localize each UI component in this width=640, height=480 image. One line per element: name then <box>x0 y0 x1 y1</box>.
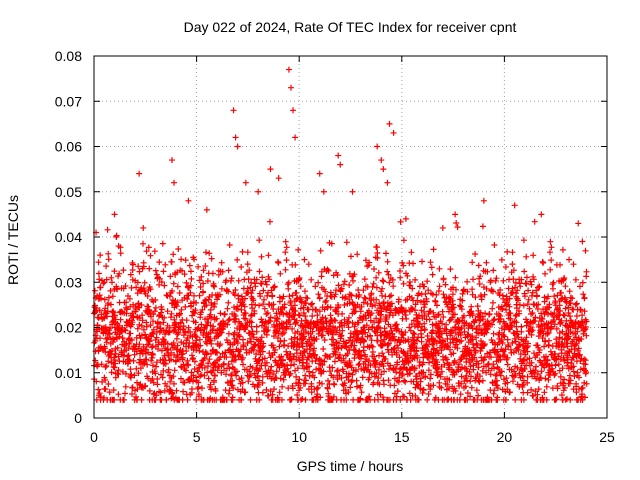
roti-peak-point <box>275 175 282 182</box>
roti-peak-point <box>378 157 385 164</box>
y-tick-label: 0.05 <box>55 184 82 200</box>
y-axis-tick-labels: 0 0.01 0.02 0.03 0.04 0.05 0.06 0.07 0.08 <box>55 48 82 426</box>
roti-peak-point <box>287 84 294 91</box>
roti-peak-point <box>290 107 297 114</box>
roti-peak-point <box>267 166 274 173</box>
roti-peak-point <box>97 252 104 259</box>
data-points <box>91 66 590 403</box>
roti-peak-point <box>171 179 178 186</box>
y-tick-label: 0.07 <box>55 93 82 109</box>
roti-peak-point <box>232 134 239 141</box>
roti-peak-point <box>380 166 387 173</box>
x-tick-label: 20 <box>497 429 513 445</box>
roti-peak-point <box>337 161 344 168</box>
x-axis-label: GPS time / hours <box>297 458 404 474</box>
x-tick-label: 5 <box>193 429 201 445</box>
roti-peak-point <box>439 224 446 231</box>
roti-peak-point <box>349 188 356 195</box>
roti-peak-point <box>242 179 249 186</box>
y-tick-label: 0.03 <box>55 274 82 290</box>
y-tick-label: 0 <box>74 410 82 426</box>
roti-peak-point <box>374 143 381 150</box>
roti-peak-point <box>136 170 143 177</box>
x-tick-label: 10 <box>291 429 307 445</box>
roti-peak-point <box>386 120 393 127</box>
y-tick-label: 0.06 <box>55 139 82 155</box>
roti-peak-point <box>538 211 545 218</box>
roti-peak-point <box>292 134 299 141</box>
x-tick-label: 25 <box>599 429 615 445</box>
roti-peak-point <box>101 279 108 286</box>
roti-peak-point <box>140 224 147 231</box>
chart-title: Day 022 of 2024, Rate Of TEC Index for r… <box>184 19 517 35</box>
roti-peak-point <box>390 129 397 136</box>
y-tick-label: 0.08 <box>55 48 82 64</box>
roti-peak-point <box>255 188 262 195</box>
roti-peak-point <box>230 107 237 114</box>
roti-peak-point <box>111 211 118 218</box>
x-tick-label: 0 <box>90 429 98 445</box>
roti-peak-point <box>285 66 292 73</box>
roti-peak-point <box>579 238 586 245</box>
x-tick-label: 15 <box>394 429 410 445</box>
roti-peak-point <box>575 220 582 227</box>
roti-points-cloud <box>91 218 590 403</box>
roti-peak-point <box>115 243 122 250</box>
roti-peak-point <box>452 211 459 218</box>
y-tick-label: 0.04 <box>55 229 82 245</box>
axis-ticks <box>93 55 608 419</box>
roti-peak-point <box>402 215 409 222</box>
roti-peak-point <box>168 157 175 164</box>
roti-peak-point <box>335 152 342 159</box>
roti-peak-point <box>480 197 487 204</box>
roti-peak-point <box>234 143 241 150</box>
roti-peak-point <box>384 179 391 186</box>
x-axis-tick-labels: 0 5 10 15 20 25 <box>90 429 615 445</box>
y-tick-label: 0.01 <box>55 365 82 381</box>
roti-peak-point <box>203 206 210 213</box>
roti-peak-point <box>320 188 327 195</box>
y-axis-label: ROTI / TECUs <box>5 195 21 285</box>
roti-peak-point <box>511 202 518 209</box>
y-tick-label: 0.02 <box>55 320 82 336</box>
roti-peak-point <box>316 170 323 177</box>
roti-peak-point <box>185 197 192 204</box>
